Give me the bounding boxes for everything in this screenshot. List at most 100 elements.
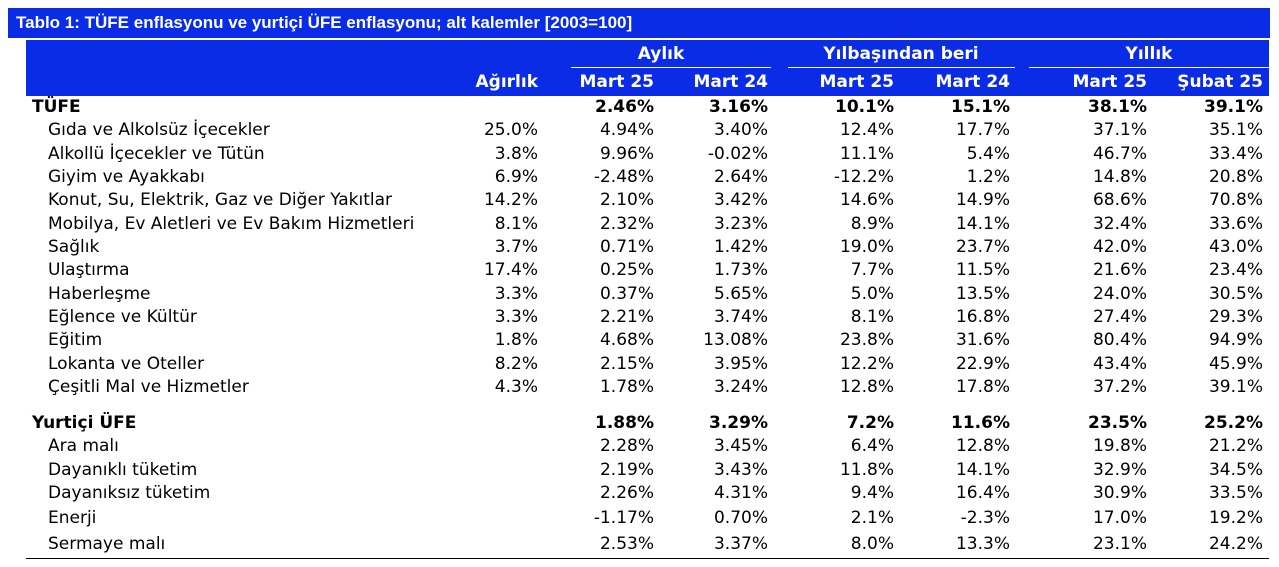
table-cell: 3.3%: [494, 307, 538, 327]
table-cell: 9.96%: [599, 144, 654, 164]
table-cell: 14.9%: [955, 190, 1010, 210]
group-underline-ytd: [788, 67, 1015, 68]
table-cell: 2.53%: [599, 534, 654, 554]
table-cell: -2.3%: [960, 508, 1010, 528]
table-cell: 5.65%: [713, 284, 768, 304]
row-label: Sağlık: [48, 237, 100, 257]
table-cell: 39.1%: [1204, 97, 1263, 117]
table-cell: 12.2%: [839, 354, 894, 374]
table-cell: 3.7%: [494, 237, 538, 257]
table-row: Mobilya, Ev Aletleri ve Ev Bakım Hizmetl…: [26, 213, 1269, 236]
table-section-row: TÜFE 2.46% 3.16% 10.1% 15.1% 38.1% 39.1%: [26, 96, 1269, 119]
table-cell: 5.0%: [850, 284, 894, 304]
table-cell: 4.31%: [713, 483, 768, 503]
table-cell: 0.25%: [599, 260, 654, 280]
table-cell: 8.0%: [850, 534, 894, 554]
table-cell: 4.94%: [599, 120, 654, 140]
table-cell: 17.8%: [955, 377, 1010, 397]
table-cell: 14.2%: [483, 190, 538, 210]
table-cell: 3.45%: [713, 436, 768, 456]
table-cell: 2.46%: [595, 97, 654, 117]
table-cell: 4.3%: [494, 377, 538, 397]
row-label: Konut, Su, Elektrik, Gaz ve Diğer Yakıtl…: [48, 190, 393, 210]
table-cell: 19.2%: [1208, 508, 1263, 528]
table-cell: 8.9%: [850, 214, 894, 234]
table-cell: 14.1%: [955, 214, 1010, 234]
table-cell: 32.9%: [1092, 460, 1147, 480]
table-cell: 12.4%: [839, 120, 894, 140]
table-cell: 23.7%: [955, 237, 1010, 257]
table-cell: 11.1%: [839, 144, 894, 164]
table-row: Ulaştırma 17.4% 0.25% 1.73% 7.7% 11.5% 21.6% 23…: [26, 259, 1269, 282]
table-cell: 23.8%: [839, 330, 894, 350]
table-cell: -1.17%: [593, 508, 654, 528]
table-cell: 1.78%: [599, 377, 654, 397]
column-header-ytd-mar25: Mart 25: [819, 72, 894, 92]
table-row: Ara malı 2.28% 3.45% 6.4% 12.8% 19.8% 21.2%: [26, 435, 1269, 458]
table-cell: 8.2%: [494, 354, 538, 374]
table-cell: 33.5%: [1208, 483, 1263, 503]
table-title: Tablo 1: TÜFE enflasyonu ve yurtiçi ÜFE …: [8, 8, 1270, 38]
table-cell: 7.2%: [846, 413, 894, 433]
row-label: Eğitim: [48, 330, 103, 350]
table-cell: 2.32%: [599, 214, 654, 234]
table-cell: 39.1%: [1208, 377, 1263, 397]
table-cell: 31.6%: [955, 330, 1010, 350]
row-label: Enerji: [48, 508, 97, 528]
row-label: Eğlence ve Kültür: [48, 307, 197, 327]
column-header-monthly-mar25: Mart 25: [579, 72, 654, 92]
table-cell: 1.2%: [966, 167, 1010, 187]
table-cell: 3.37%: [713, 534, 768, 554]
table-cell: 13.3%: [955, 534, 1010, 554]
table-cell: 3.95%: [713, 354, 768, 374]
row-label: Alkollü İçecekler ve Tütün: [48, 144, 265, 164]
table-row: Dayanıklı tüketim 2.19% 3.43% 11.8% 14.1% 32.…: [26, 459, 1269, 482]
table-cell: 19.8%: [1092, 436, 1147, 456]
table-cell: 21.2%: [1208, 436, 1263, 456]
table-cell: -12.2%: [833, 167, 894, 187]
table-cell: 19.0%: [839, 237, 894, 257]
table-cell: 80.4%: [1092, 330, 1147, 350]
table-row: Konut, Su, Elektrik, Gaz ve Diğer Yakıtl…: [26, 189, 1269, 212]
table-cell: 30.9%: [1092, 483, 1147, 503]
table-cell: -2.48%: [593, 167, 654, 187]
row-label: Ulaştırma: [48, 260, 130, 280]
table-cell: 43.4%: [1092, 354, 1147, 374]
table-cell: 43.0%: [1208, 237, 1263, 257]
table-cell: 4.68%: [599, 330, 654, 350]
table-cell: 14.1%: [955, 460, 1010, 480]
table-cell: 68.6%: [1092, 190, 1147, 210]
table-row: Dayanıksız tüketim 2.26% 4.31% 9.4% 16.4% 30.…: [26, 482, 1269, 505]
table-cell: 15.1%: [951, 97, 1010, 117]
column-header-weight: Ağırlık: [475, 72, 539, 92]
row-label: Haberleşme: [48, 284, 151, 304]
table-cell: 38.1%: [1088, 97, 1147, 117]
table-cell: 0.37%: [599, 284, 654, 304]
table-cell: 45.9%: [1208, 354, 1263, 374]
table-cell: 17.0%: [1092, 508, 1147, 528]
table-cell: 23.4%: [1208, 260, 1263, 280]
row-label: Sermaye malı: [48, 534, 166, 554]
table-cell: 3.23%: [713, 214, 768, 234]
table-cell: 9.4%: [850, 483, 894, 503]
table-cell: 16.8%: [955, 307, 1010, 327]
table-cell: 3.40%: [713, 120, 768, 140]
table-cell: 11.6%: [951, 413, 1010, 433]
column-header-annual-mar25: Mart 25: [1072, 72, 1147, 92]
table-row: Eğitim 1.8% 4.68% 13.08% 23.8% 31.6% 80.4% 94.9…: [26, 329, 1269, 352]
table-cell: 37.2%: [1092, 377, 1147, 397]
table-cell: 8.1%: [850, 307, 894, 327]
table-cell: 70.8%: [1208, 190, 1263, 210]
table-cell: 13.5%: [955, 284, 1010, 304]
table-cell: 3.3%: [494, 284, 538, 304]
table-cell: 3.42%: [713, 190, 768, 210]
table-cell: 16.4%: [955, 483, 1010, 503]
table-row: Giyim ve Ayakkabı 6.9% -2.48% 2.64% -12.2% 1.…: [26, 166, 1269, 189]
table-cell: 42.0%: [1092, 237, 1147, 257]
table-cell: 3.29%: [709, 413, 768, 433]
table-cell: 23.1%: [1092, 534, 1147, 554]
table-cell: 6.9%: [494, 167, 538, 187]
table-cell: 2.28%: [599, 436, 654, 456]
column-header-ytd-mar24: Mart 24: [935, 72, 1010, 92]
row-label: Çeşitli Mal ve Hizmetler: [48, 377, 249, 397]
